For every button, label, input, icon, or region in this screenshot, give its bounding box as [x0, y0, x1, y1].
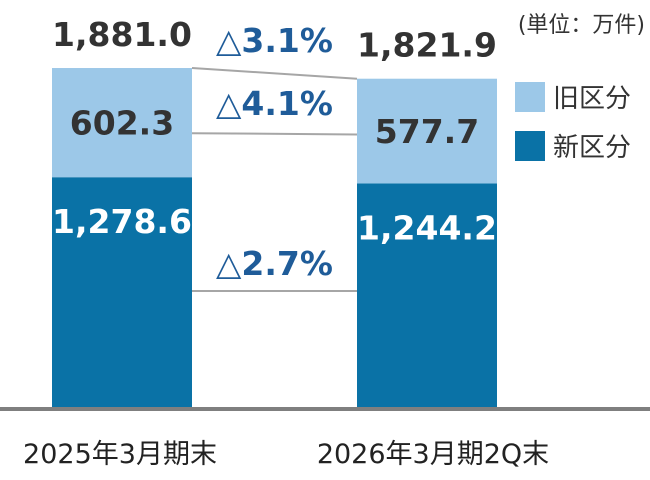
data-label-new-2025: 1,278.6 — [52, 202, 192, 241]
change-label-old: △4.1% — [216, 84, 333, 123]
connector-line-total — [191, 67, 358, 80]
legend-swatch-new — [515, 131, 545, 161]
bar-new-2025 — [52, 177, 192, 409]
legend-swatch-old — [515, 82, 545, 112]
data-label-new-2026: 1,244.2 — [357, 208, 497, 247]
unit-label: (単位：万件) — [518, 13, 645, 38]
legend-label-old: 旧区分 — [553, 84, 631, 114]
connector-line-old — [191, 132, 358, 136]
bar-old-2026 — [357, 78, 497, 184]
total-label-2025: 1,881.0 — [52, 15, 192, 54]
change-label-new: △2.7% — [216, 244, 333, 283]
bar-new-2026 — [357, 183, 497, 409]
legend-label-new: 新区分 — [553, 133, 631, 163]
total-label-2026: 1,821.9 — [357, 26, 497, 65]
bar-old-2025 — [52, 68, 192, 178]
data-label-old-2026: 577.7 — [375, 112, 479, 151]
change-label-total: △3.1% — [216, 21, 333, 60]
data-label-old-2025: 602.3 — [70, 104, 174, 143]
category-label-2025: 2025年3月期末 — [23, 439, 217, 470]
category-label-2026: 2026年3月期2Q末 — [317, 439, 549, 470]
